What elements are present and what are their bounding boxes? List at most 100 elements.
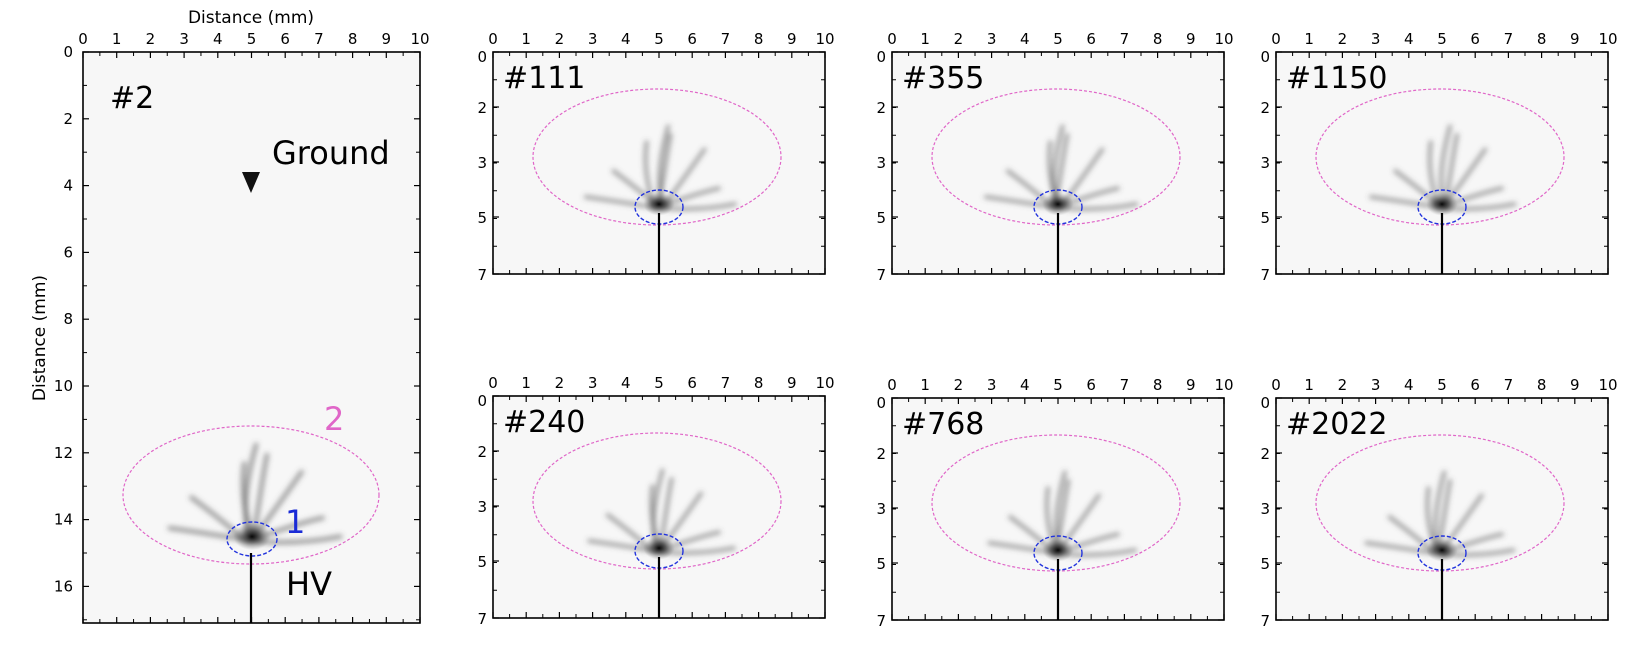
- panel-streamer-image: [1369, 124, 1517, 216]
- x-tick-label: 1: [1304, 30, 1314, 48]
- x-tick-label: 8: [1537, 30, 1547, 48]
- y-tick-label: 0: [63, 43, 73, 61]
- x-tick-label: 0: [1271, 30, 1281, 48]
- x-tick-label: 6: [1470, 30, 1480, 48]
- x-tick-label: 5: [247, 30, 257, 48]
- x-tick-label: 2: [555, 30, 565, 48]
- streamer-branch: [1064, 548, 1138, 557]
- x-tick-label: 10: [815, 374, 834, 392]
- x-tick-label: 0: [1271, 376, 1281, 394]
- x-tick-label: 0: [488, 30, 498, 48]
- panel-1150: 0 1 2 3 4 5 6 7 8 9 10 0 2 3 5 7 #1150: [1260, 30, 1617, 284]
- x-tick-label: 2: [954, 30, 964, 48]
- y-tick-label: 7: [477, 610, 487, 628]
- x-tick-label: 2: [1338, 30, 1348, 48]
- y-tick-label: 2: [477, 99, 487, 117]
- streamer-core: [643, 192, 675, 216]
- x-tick-label: 4: [621, 30, 631, 48]
- x-tick-label: 10: [1214, 376, 1233, 394]
- y-tick-label: 7: [876, 266, 886, 284]
- x-tick-label: 8: [1537, 376, 1547, 394]
- y-tick-label: 3: [876, 154, 886, 172]
- x-tick-label: 7: [1120, 30, 1130, 48]
- panel-streamer-image: [583, 124, 738, 216]
- x-tick-label: 1: [920, 376, 930, 394]
- y-tick-label: 7: [876, 612, 886, 630]
- x-tick-label: 2: [146, 30, 156, 48]
- x-tick-label: 6: [687, 374, 697, 392]
- x-tick-label: 2: [555, 374, 565, 392]
- x-tick-label: 4: [213, 30, 223, 48]
- y-tick-label: 0: [477, 392, 487, 410]
- outer-region-ellipse: [931, 434, 1181, 572]
- x-tick-label: 10: [1598, 376, 1617, 394]
- y-tick-label: 5: [1260, 209, 1270, 227]
- panel-label: #768: [902, 407, 984, 442]
- y-tick-label: 0: [876, 48, 886, 66]
- y-tick-label: 3: [876, 500, 886, 518]
- streamer-core: [1426, 192, 1458, 216]
- y-tick-label: 3: [1260, 500, 1270, 518]
- panel-label: #240: [503, 405, 585, 440]
- y-tick-label: 7: [1260, 266, 1270, 284]
- y-tick-label: 3: [1260, 154, 1270, 172]
- main-panel-label: #2: [110, 81, 154, 116]
- x-tick-label: 4: [1404, 30, 1414, 48]
- x-axis-title: Distance (mm): [188, 8, 314, 28]
- main-streamer-image: [167, 442, 343, 551]
- y-tick-label: 0: [477, 48, 487, 66]
- x-tick-label: 9: [1186, 30, 1196, 48]
- y-tick-label: 12: [54, 444, 73, 462]
- x-tick-label: 4: [621, 374, 631, 392]
- panel-label: #355: [902, 61, 984, 96]
- y-tick-label: 5: [477, 209, 487, 227]
- y-tick-label: 2: [876, 445, 886, 463]
- y-tick-label: 0: [1260, 48, 1270, 66]
- x-tick-label: 5: [654, 30, 664, 48]
- panel-streamer-image: [1364, 470, 1516, 562]
- x-tick-label: 3: [1371, 376, 1381, 394]
- outer-region-ellipse: [1315, 434, 1565, 572]
- x-tick-label: 0: [78, 30, 88, 48]
- x-tick-label: 5: [654, 374, 664, 392]
- x-tick-label: 5: [1053, 30, 1063, 48]
- x-tick-label: 10: [410, 30, 429, 48]
- panel-111: 0 1 2 3 4 5 6 7 8 9 10 0 2 3 5 7 #111: [477, 30, 834, 284]
- x-tick-label: 7: [721, 30, 731, 48]
- y-tick-label: 5: [876, 555, 886, 573]
- panel-240: 0 1 2 3 4 5 6 7 8 9 10 0 2 3 5 7 #240: [477, 374, 834, 628]
- y-tick-label: 5: [477, 553, 487, 571]
- y-tick-label: 2: [1260, 445, 1270, 463]
- x-tick-label: 4: [1404, 376, 1414, 394]
- streamer-core: [1042, 538, 1074, 562]
- y-axis-title: Distance (mm): [30, 275, 50, 401]
- inner-region-label: 1: [285, 503, 305, 541]
- y-tick-label: 7: [477, 266, 487, 284]
- x-tick-label: 3: [588, 374, 598, 392]
- panel-768: 0 1 2 3 4 5 6 7 8 9 10 0 2 3 5 7 #768: [876, 376, 1233, 630]
- streamer-core: [233, 523, 271, 551]
- x-tick-label: 1: [1304, 376, 1314, 394]
- y-tick-label: 7: [1260, 612, 1270, 630]
- x-tick-label: 10: [815, 30, 834, 48]
- x-tick-label: 5: [1437, 376, 1447, 394]
- panel-label: #111: [503, 61, 585, 96]
- streamer-core: [1426, 538, 1458, 562]
- x-tick-label: 2: [1338, 376, 1348, 394]
- y-tick-label: 3: [477, 498, 487, 516]
- x-tick-label: 3: [179, 30, 189, 48]
- panel-streamer-image: [987, 470, 1138, 562]
- x-tick-label: 2: [954, 376, 964, 394]
- x-tick-label: 7: [721, 374, 731, 392]
- x-tick-label: 6: [687, 30, 697, 48]
- y-tick-label: 2: [876, 99, 886, 117]
- x-tick-label: 9: [787, 374, 797, 392]
- x-tick-label: 4: [1020, 376, 1030, 394]
- x-tick-label: 10: [1214, 30, 1233, 48]
- y-tick-label: 2: [63, 110, 73, 128]
- panel-streamer-image: [984, 124, 1139, 216]
- y-tick-label: 10: [54, 377, 73, 395]
- x-tick-label: 7: [1120, 376, 1130, 394]
- ground-label: Ground: [272, 134, 390, 172]
